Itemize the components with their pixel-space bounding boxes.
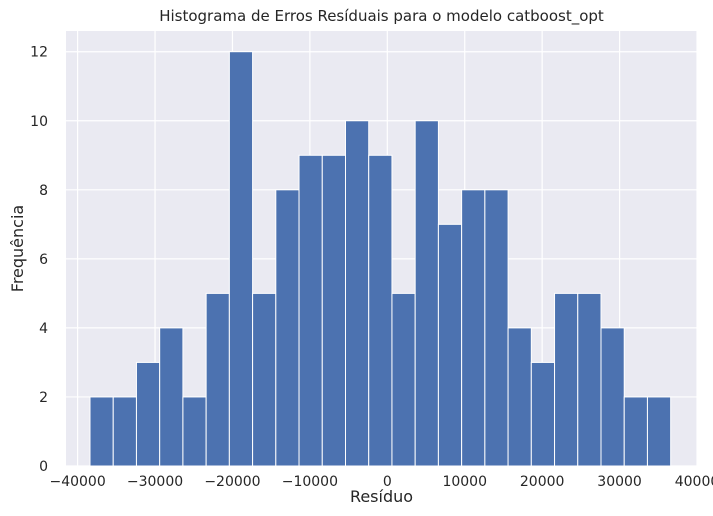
histogram-bar (577, 292, 602, 467)
histogram-bar (600, 327, 625, 467)
histogram-bar (461, 189, 486, 467)
histogram-bar (623, 396, 648, 467)
histogram-bar (135, 361, 161, 467)
histogram-bar (228, 51, 254, 467)
histogram-bar (182, 396, 207, 467)
x-axis-ticks: −40000 −30000 −20000 −10000 0 10000 20000 30000… (49, 474, 713, 490)
histogram-bar (252, 292, 277, 467)
histogram-bar (554, 292, 579, 467)
y-tick-label: 6 (39, 252, 48, 268)
histogram-bar (89, 396, 114, 467)
histogram-bar (159, 327, 184, 467)
histogram-bar (205, 292, 230, 467)
histogram-bar (414, 120, 439, 467)
x-axis-label: Resíduo (350, 487, 413, 506)
x-tick-label: −40000 (49, 474, 105, 490)
histogram-bar (344, 120, 370, 467)
histogram-bar (484, 189, 509, 467)
x-tick-label: −30000 (127, 474, 183, 490)
y-tick-label: 10 (30, 114, 48, 130)
x-tick-label: 10000 (442, 474, 487, 490)
histogram-bar (646, 396, 672, 467)
x-tick-label: −10000 (282, 474, 338, 490)
y-tick-label: 4 (39, 321, 48, 337)
histogram-bar (112, 396, 137, 467)
chart-title: Histograma de Erros Resíduais para o mod… (159, 7, 604, 26)
histogram-bar (507, 327, 532, 467)
x-tick-label: 0 (383, 474, 392, 490)
histogram-bar (298, 154, 323, 467)
y-axis-label: Frequência (8, 205, 27, 292)
x-tick-label: 40000 (675, 474, 713, 490)
histogram-bars (89, 51, 672, 467)
histogram-bar (275, 189, 300, 467)
x-tick-label: 20000 (520, 474, 565, 490)
y-tick-label: 0 (39, 459, 48, 475)
histogram-bar (368, 154, 393, 467)
y-tick-label: 12 (30, 45, 48, 61)
y-tick-label: 8 (39, 183, 48, 199)
y-axis-ticks: 0 2 4 6 8 10 12 (30, 45, 48, 475)
histogram-bar (391, 292, 416, 467)
x-tick-label: −20000 (204, 474, 260, 490)
histogram-bar (530, 361, 556, 467)
histogram-bar (321, 154, 346, 467)
y-tick-label: 2 (39, 390, 48, 406)
histogram-bar (437, 223, 463, 467)
x-tick-label: 30000 (597, 474, 642, 490)
